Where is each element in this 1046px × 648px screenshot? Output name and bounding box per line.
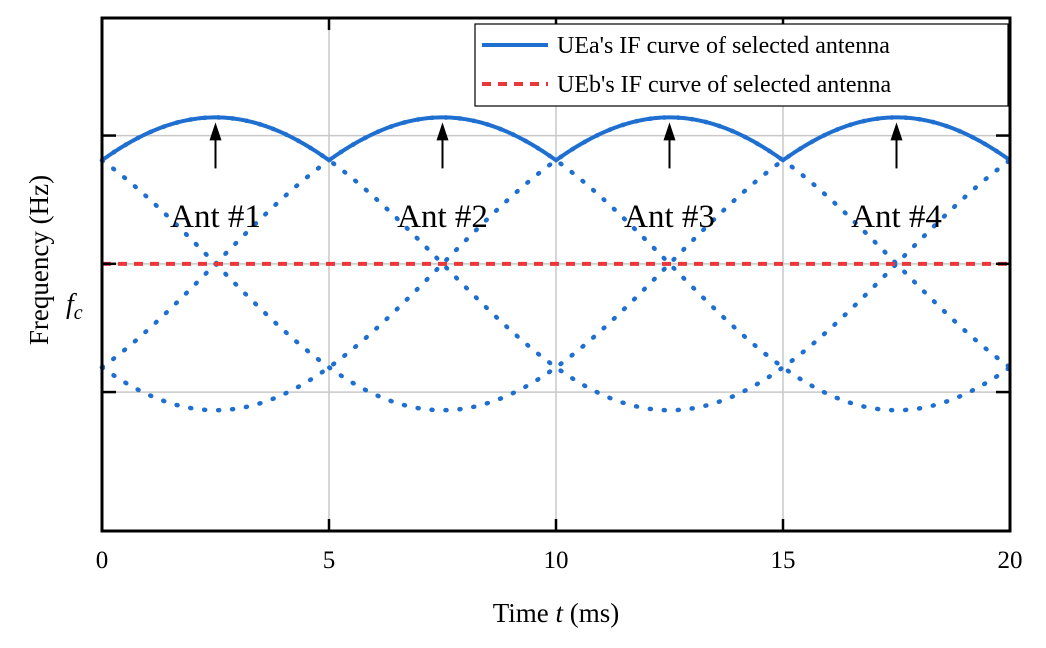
plot-frame — [100, 16, 1012, 533]
antenna-labels: Ant #1 Ant #2 Ant #3 Ant #4 — [170, 199, 942, 235]
legend-box — [474, 23, 1009, 107]
x-tick-label-2: 10 — [544, 547, 569, 574]
x-tick-label-1: 5 — [323, 547, 336, 574]
x-tick-label-4: 20 — [998, 547, 1023, 574]
arrow-head-4 — [890, 122, 903, 141]
antenna-label-4: Ant #4 — [851, 199, 942, 235]
uea-curve-line — [100, 115, 1012, 163]
legend-label-ueb: UEb's IF curve of selected antenna — [557, 72, 892, 98]
arrow-head-1 — [209, 122, 222, 141]
arrow-head-3 — [663, 122, 676, 141]
selected-antenna-curve — [100, 115, 1012, 163]
y-axis-title: Frequency (Hz) — [24, 175, 54, 345]
antenna-label-3: Ant #3 — [624, 199, 715, 235]
legend: UEa's IF curve of selected antenna UEb's… — [474, 23, 1009, 107]
arrow-head-2 — [436, 122, 449, 141]
antenna-label-1: Ant #1 — [170, 199, 261, 235]
fc-label: fc — [66, 289, 83, 324]
antenna-arrows — [209, 122, 903, 169]
x-axis-title: Time t (ms) — [493, 598, 620, 628]
x-tick-label-3: 15 — [771, 547, 796, 574]
legend-label-uea: UEa's IF curve of selected antenna — [557, 33, 890, 59]
antenna-label-2: Ant #2 — [397, 199, 488, 235]
x-tick-label-0: 0 — [96, 547, 109, 574]
x-tick-labels: 0 5 10 15 20 — [96, 547, 1023, 574]
